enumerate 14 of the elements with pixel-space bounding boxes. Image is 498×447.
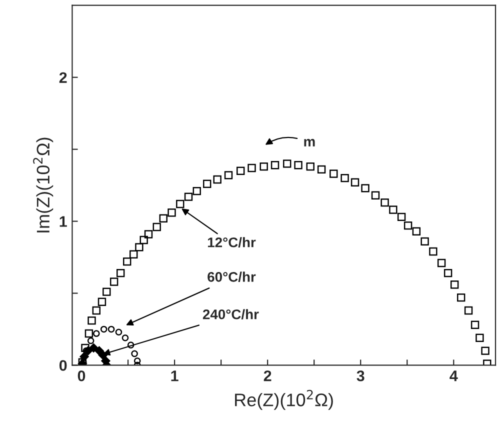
x-tick-label: 0 [78,370,86,382]
annotation: m [304,138,315,146]
y-tick-label: 1 [60,216,67,227]
y-axis-title: Im(Z)(10$^{2}$Ω) [33,138,54,232]
annotation: 240°C/hr [202,309,259,320]
x-tick-label: 4 [450,370,458,382]
annotation: 12°C/hr [208,237,256,248]
x-tick-label: 3 [356,370,364,382]
y-tick-label: 2 [59,72,67,83]
annotation: 60°C/hr [208,272,256,282]
x-axis-title: Re(Z)(10$^{2}$Ω) [235,390,333,410]
x-tick-label: 1 [171,370,178,382]
y-tick-label: 0 [59,360,67,371]
x-tick-label: 2 [264,370,272,382]
